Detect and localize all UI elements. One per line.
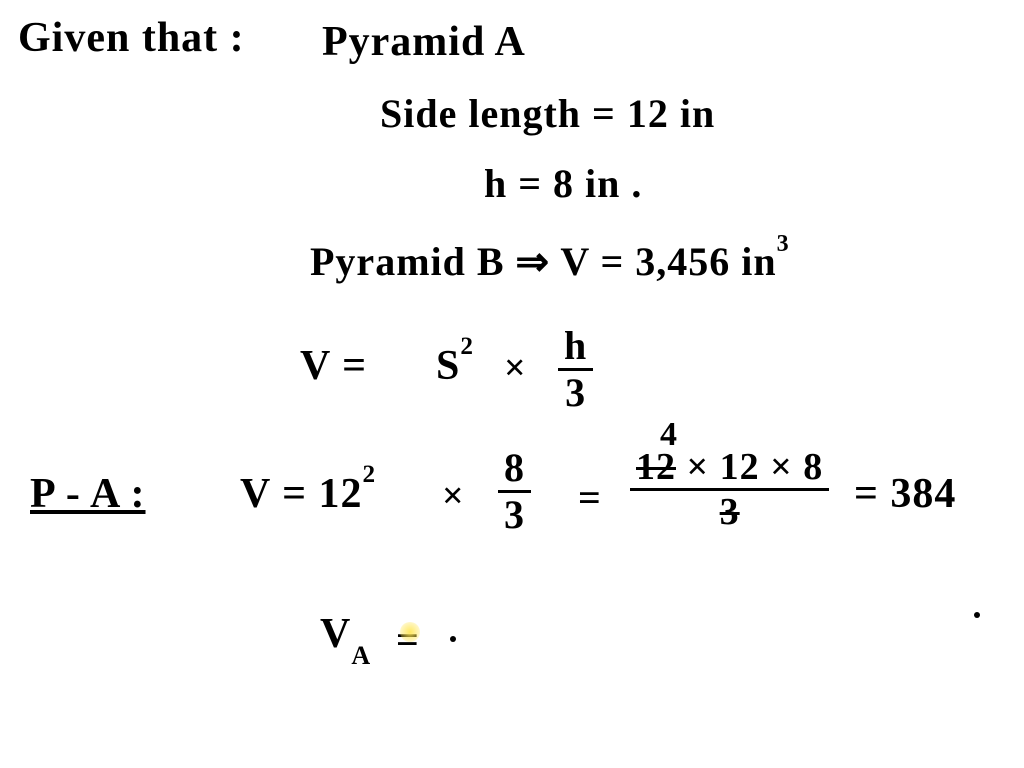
pyramid-b-exp: 3 bbox=[777, 231, 790, 257]
frac-big-num: 12 × 12 × 8 bbox=[630, 448, 829, 491]
highlight-cursor-dot bbox=[400, 622, 420, 642]
pyramid-b-text: Pyramid B ⇒ V = 3,456 in bbox=[310, 239, 777, 284]
pa-v-eq-12: V = 122 bbox=[240, 470, 376, 518]
line-height: h = 8 in . bbox=[484, 160, 642, 207]
label-p-a: P - A : bbox=[30, 470, 146, 518]
formula-S-base: S bbox=[436, 343, 460, 389]
va-sub-A: A bbox=[351, 641, 371, 670]
frac-3: 3 bbox=[558, 371, 593, 413]
line-pyramid-b: Pyramid B ⇒ V = 3,456 in3 bbox=[310, 238, 790, 285]
pa-v-eq-12-text: V = 12 bbox=[240, 471, 363, 517]
frac-8: 8 bbox=[498, 448, 531, 493]
pa-result-384: = 384 bbox=[854, 470, 956, 518]
va-V: V bbox=[320, 611, 351, 657]
formula-times-1: × bbox=[504, 346, 527, 390]
formula-S-exp: 2 bbox=[460, 333, 474, 360]
formula-S: S2 bbox=[436, 342, 474, 390]
formula-V-eq: V = bbox=[300, 342, 367, 390]
line-given-that: Given that : bbox=[18, 14, 245, 62]
line-pyramid-a: Pyramid A bbox=[322, 18, 526, 66]
ink-dot-2 bbox=[974, 612, 980, 618]
formula-frac-h3: h 3 bbox=[558, 326, 593, 413]
frac-3b: 3 bbox=[498, 493, 531, 535]
ink-dot-1 bbox=[450, 636, 456, 642]
num-rest: × 12 × 8 bbox=[687, 446, 824, 488]
handwriting-canvas: Given that : Pyramid A Side length = 12 … bbox=[0, 0, 1024, 768]
pa-12-exp: 2 bbox=[363, 461, 377, 488]
pa-frac-big: 12 × 12 × 8 3 bbox=[630, 448, 829, 531]
pa-frac-8-3: 8 3 bbox=[498, 448, 531, 535]
frac-h: h bbox=[558, 326, 593, 371]
pa-eq-mid: = bbox=[578, 474, 602, 521]
pa-times: × bbox=[442, 474, 465, 518]
strike-12: 12 bbox=[636, 446, 676, 488]
frac-big-den: 3 bbox=[630, 491, 829, 531]
line-side-length: Side length = 12 in bbox=[380, 90, 715, 137]
strike-3: 3 bbox=[720, 491, 740, 533]
va-label: VA bbox=[320, 610, 371, 663]
